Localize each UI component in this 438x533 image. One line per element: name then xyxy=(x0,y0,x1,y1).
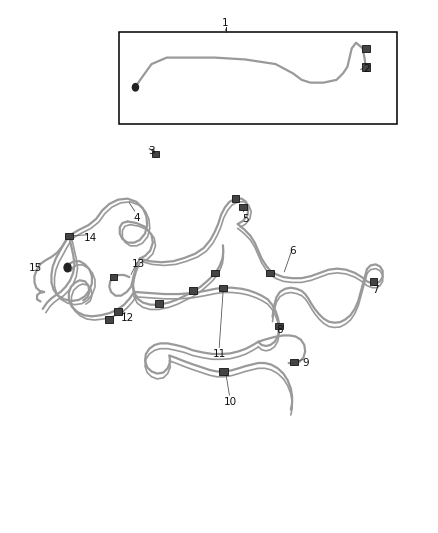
Bar xyxy=(119,31,397,124)
Circle shape xyxy=(64,263,71,272)
Bar xyxy=(362,45,370,52)
Text: 14: 14 xyxy=(84,233,97,244)
Bar xyxy=(219,285,227,291)
Text: 8: 8 xyxy=(277,325,283,335)
Text: 1: 1 xyxy=(222,18,229,28)
Text: 7: 7 xyxy=(372,285,379,295)
Bar xyxy=(239,204,247,211)
Text: 13: 13 xyxy=(132,259,145,269)
Text: 5: 5 xyxy=(242,214,248,224)
Bar xyxy=(155,301,163,307)
Bar xyxy=(275,322,283,329)
Text: 11: 11 xyxy=(212,349,226,359)
Bar xyxy=(211,270,219,276)
Bar xyxy=(110,274,117,280)
Bar xyxy=(189,287,197,294)
Bar xyxy=(152,151,159,157)
Bar xyxy=(232,196,240,202)
Bar xyxy=(370,278,378,285)
Text: 15: 15 xyxy=(29,263,42,273)
Bar xyxy=(219,368,228,375)
Text: 2: 2 xyxy=(364,64,370,74)
Text: 12: 12 xyxy=(121,313,134,324)
Bar xyxy=(65,232,73,239)
Bar xyxy=(362,63,370,70)
Bar xyxy=(290,359,298,365)
Text: 10: 10 xyxy=(223,397,237,407)
Circle shape xyxy=(132,84,138,91)
Bar xyxy=(266,270,274,276)
Text: 3: 3 xyxy=(148,146,155,156)
Text: 4: 4 xyxy=(133,213,140,223)
Bar xyxy=(114,309,122,315)
Text: 6: 6 xyxy=(290,246,296,256)
Text: 9: 9 xyxy=(303,358,309,368)
Bar xyxy=(106,317,113,322)
